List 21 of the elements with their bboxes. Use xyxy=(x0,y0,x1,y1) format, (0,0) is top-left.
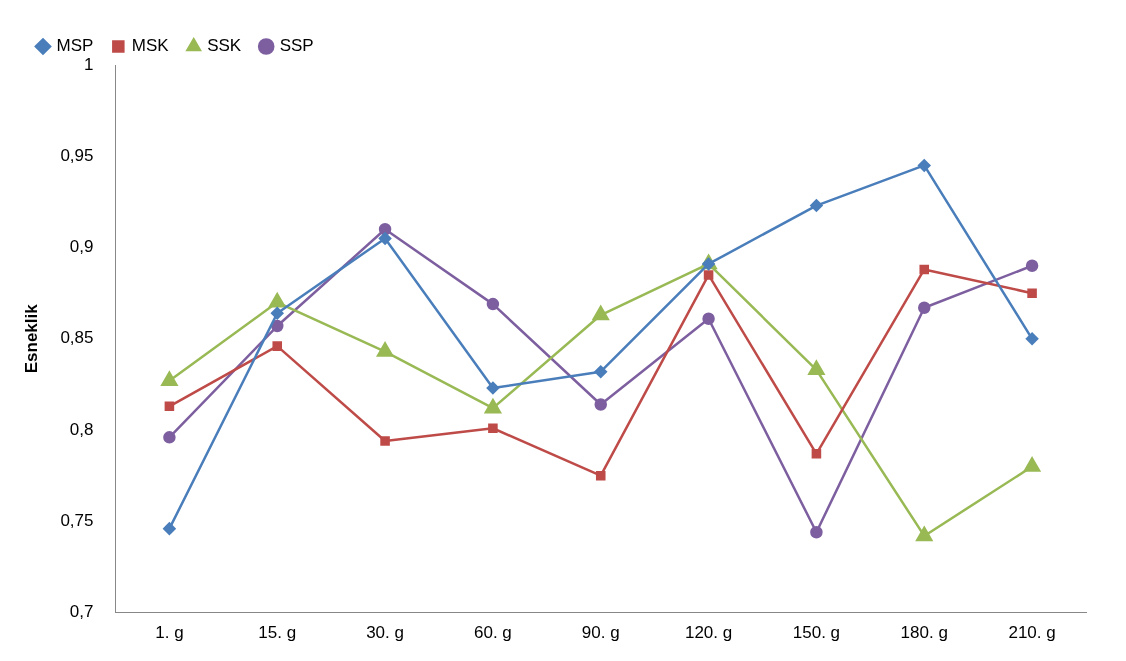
legend-label: MSP xyxy=(56,36,94,56)
legend-label: MSK xyxy=(131,36,170,56)
x-tick-label: 60. g xyxy=(474,623,512,643)
x-tick-label: 210. g xyxy=(1008,623,1056,643)
x-tick-label: 150. g xyxy=(792,623,841,643)
x-tick-label: 15. g xyxy=(258,623,297,643)
y-tick-label: 0,95 xyxy=(60,145,94,165)
x-tick-label: 180. g xyxy=(900,623,948,643)
y-tick-label: 0,9 xyxy=(69,237,94,257)
x-tick-label: 30. g xyxy=(366,623,404,643)
x-tick-label: 120. g xyxy=(684,623,733,643)
y-tick-label: 1 xyxy=(84,54,94,74)
y-tick-label: 0,75 xyxy=(60,511,94,531)
legend-label: SSK xyxy=(207,36,242,56)
y-tick-label: 0,7 xyxy=(69,602,94,622)
y-axis-title: Esneklik xyxy=(21,303,41,374)
legend-label: SSP xyxy=(279,36,314,56)
y-tick-label: 0,8 xyxy=(69,419,94,439)
y-tick-label: 0,85 xyxy=(60,328,94,348)
x-tick-label: 90. g xyxy=(581,623,620,643)
x-tick-label: 1. g xyxy=(155,623,184,643)
